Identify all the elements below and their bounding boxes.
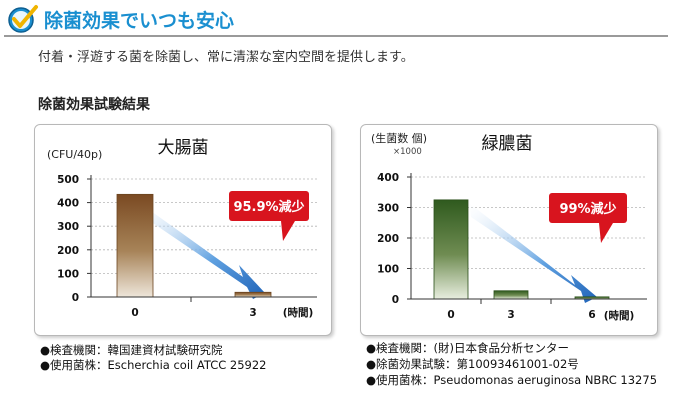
y-axis-label: (CFU/40p) [47, 148, 102, 161]
chart-panel-pseudomonas: (生菌数 個) ×1000 緑膿菌 0 100 200 300 400 0 3 6 99%減少… [360, 124, 658, 336]
notes-pseudomonas: ●検査機関：(財)日本食品分析センター ●除菌効果試験：第10093461001… [366, 341, 666, 391]
x-tick-label: 0 [447, 309, 454, 321]
chart-ecoli: (CFU/40p) 大腸菌 0 100 200 300 400 500 0 3 95.9%減少… [47, 138, 317, 319]
chart-panel-ecoli: (CFU/40p) 大腸菌 0 100 200 300 400 500 0 3 95.9%減少… [34, 124, 332, 336]
y-tick-label: 400 [377, 172, 399, 184]
description-text: 付着・浮遊する菌を除菌し、常に清潔な室内空間を提供します。 [38, 50, 414, 65]
checkmark-badge-icon [8, 5, 38, 33]
y-tick-label: 300 [377, 203, 399, 215]
badge-pointer [281, 221, 295, 241]
bar [234, 291, 272, 298]
y-tick-label: 200 [57, 245, 79, 257]
y-tick-label: 100 [377, 264, 399, 276]
x-axis-unit: (時間) [604, 309, 635, 322]
reduction-badge [229, 191, 309, 221]
reduction-label: 95.9%減少 [233, 199, 304, 215]
note-line: ●検査機関：(財)日本食品分析センター [366, 341, 570, 355]
note-line: ●除菌効果試験：第10093461001-02号 [366, 357, 579, 371]
y-tick-label: 200 [377, 233, 399, 245]
y-tick-label: 0 [72, 292, 79, 304]
chart-title: 緑膿菌 [482, 134, 533, 154]
note-line: ●使用菌株：Escherchia coil ATCC 25922 [40, 358, 267, 372]
y-tick-label: 300 [57, 221, 79, 233]
x-tick-label: 0 [131, 307, 138, 319]
y-tick-label: 100 [57, 268, 79, 280]
y-tick-label: 500 [57, 174, 79, 186]
section-title: 除菌効果試験結果 [38, 97, 150, 113]
reduction-label: 99%減少 [559, 201, 616, 217]
reduction-arrow [137, 201, 265, 299]
chart-pseudomonas: (生菌数 個) ×1000 緑膿菌 0 100 200 300 400 0 3 6 99%減少… [371, 131, 647, 322]
y-axis-label-multiplier: ×1000 [393, 147, 422, 157]
note-line: ●使用菌株：Pseudomonas aeruginosa NBRC 13275 [366, 373, 658, 387]
bar [493, 290, 529, 300]
header-divider [4, 35, 668, 37]
reduction-arrow [469, 203, 597, 303]
notes-ecoli: ●検査機関：韓国建資材試験研究院 ●使用菌株：Escherchia coil A… [40, 343, 330, 383]
bar [116, 193, 154, 298]
chart-title: 大腸菌 [158, 138, 209, 158]
y-axis-label: (生菌数 個) [371, 131, 427, 145]
y-tick-label: 0 [392, 294, 399, 306]
x-axis-unit: (時間) [283, 306, 314, 319]
badge-pointer [599, 223, 613, 243]
x-tick-label: 3 [507, 309, 514, 321]
reduction-badge [549, 193, 627, 223]
x-tick-label: 3 [249, 307, 256, 319]
bar [433, 199, 469, 300]
note-line: ●検査機関：韓国建資材試験研究院 [40, 343, 223, 357]
page-title: 除菌効果でいつも安心 [44, 10, 235, 32]
x-tick-label: 6 [588, 309, 595, 321]
y-tick-label: 400 [57, 198, 79, 210]
